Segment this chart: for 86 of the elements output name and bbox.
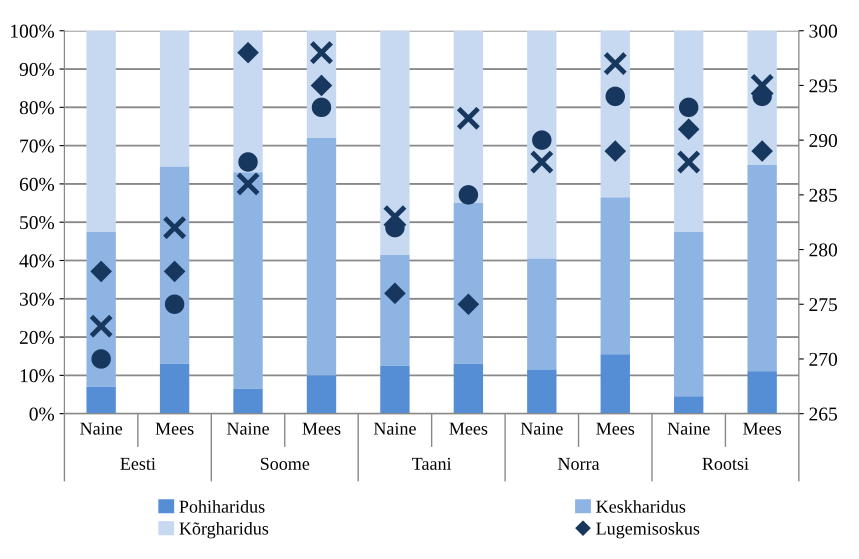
text: Eesti: [120, 458, 156, 470]
point: [309, 40, 334, 65]
bar: [233, 388, 263, 414]
text: Soome: [260, 458, 310, 470]
point: [162, 216, 187, 240]
x-tick-label: Naine: [227, 422, 269, 435]
x-tick-label: Mees: [596, 422, 634, 435]
point: [164, 294, 184, 314]
bar: [527, 258, 557, 370]
bar: [306, 138, 336, 376]
y-tick-label: 70%: [20, 139, 54, 153]
bar: [233, 172, 263, 389]
legend-label: Lugemisoskus: [596, 522, 700, 538]
bar: [600, 197, 630, 354]
text: Taani: [412, 458, 452, 470]
legend-label: Pohiharidus: [179, 500, 265, 513]
bar: [674, 232, 704, 396]
point: [91, 349, 111, 369]
legend-label: Keskharidus: [596, 500, 686, 513]
x-tick-label: Naine: [668, 422, 710, 435]
bar: [160, 364, 190, 414]
y-tick-label: 80%: [20, 101, 54, 114]
y2-tick-label: 270: [809, 352, 838, 366]
y-tick-label: 50%: [20, 216, 54, 230]
point: [238, 152, 258, 172]
text: Rootsi: [702, 458, 749, 470]
point: [382, 204, 408, 229]
y-tick-label: 20%: [20, 330, 54, 344]
y-tick-label: 10%: [20, 369, 54, 382]
point: [88, 314, 114, 338]
point: [604, 140, 626, 162]
point: [384, 282, 406, 304]
y2-tick-label: 265: [809, 408, 837, 421]
point: [90, 260, 112, 282]
point: [238, 42, 259, 64]
point: [530, 150, 554, 174]
y-tick-label: 40%: [19, 254, 54, 268]
bar: [747, 164, 777, 372]
bar: [600, 354, 630, 414]
y2-tick-label: 275: [809, 298, 837, 312]
bar: [380, 30, 410, 255]
point: [458, 294, 479, 315]
y2-tick-label: 290: [809, 134, 838, 148]
point: [236, 172, 260, 196]
point: [606, 86, 625, 106]
text: Norra: [558, 458, 600, 470]
y2-tick-label: 300: [810, 24, 838, 38]
x-tick-label: Mees: [302, 422, 340, 435]
x-tick-label: Naine: [374, 422, 416, 435]
point: [312, 98, 332, 118]
x-tick-label: Mees: [743, 422, 782, 435]
bar: [454, 203, 484, 364]
point: [164, 260, 186, 282]
point: [458, 185, 478, 205]
bar: [527, 370, 557, 414]
point: [752, 140, 773, 162]
y2-tick-label: 295: [809, 79, 837, 92]
bar: [527, 30, 557, 259]
x-tick-label: Naine: [80, 422, 122, 435]
point: [532, 130, 552, 150]
bar: [160, 30, 190, 167]
x-tick-label: Naine: [520, 422, 563, 435]
y-tick-label: 100%: [11, 24, 54, 38]
y-tick-label: 90%: [20, 62, 54, 76]
y-tick-label: 60%: [20, 178, 54, 191]
bar: [674, 396, 704, 414]
y2-tick-label: 280: [809, 243, 838, 256]
y-tick-label: 0%: [30, 407, 54, 421]
x-tick-label: Mees: [449, 422, 488, 435]
point: [603, 51, 628, 76]
bar: [380, 254, 410, 366]
bar: [380, 366, 410, 414]
point: [678, 118, 700, 140]
point: [676, 150, 701, 174]
bar: [454, 364, 484, 414]
point: [678, 98, 698, 118]
bar: [86, 386, 116, 414]
y-tick-label: 30%: [20, 292, 54, 306]
bar: [86, 30, 116, 232]
bar: [306, 375, 336, 414]
point: [456, 106, 481, 130]
legend-label: Kõrgharidus: [179, 522, 268, 538]
x-tick-label: Mees: [156, 422, 194, 435]
bar: [747, 372, 777, 414]
point: [310, 74, 332, 96]
y2-tick-label: 285: [809, 188, 837, 202]
